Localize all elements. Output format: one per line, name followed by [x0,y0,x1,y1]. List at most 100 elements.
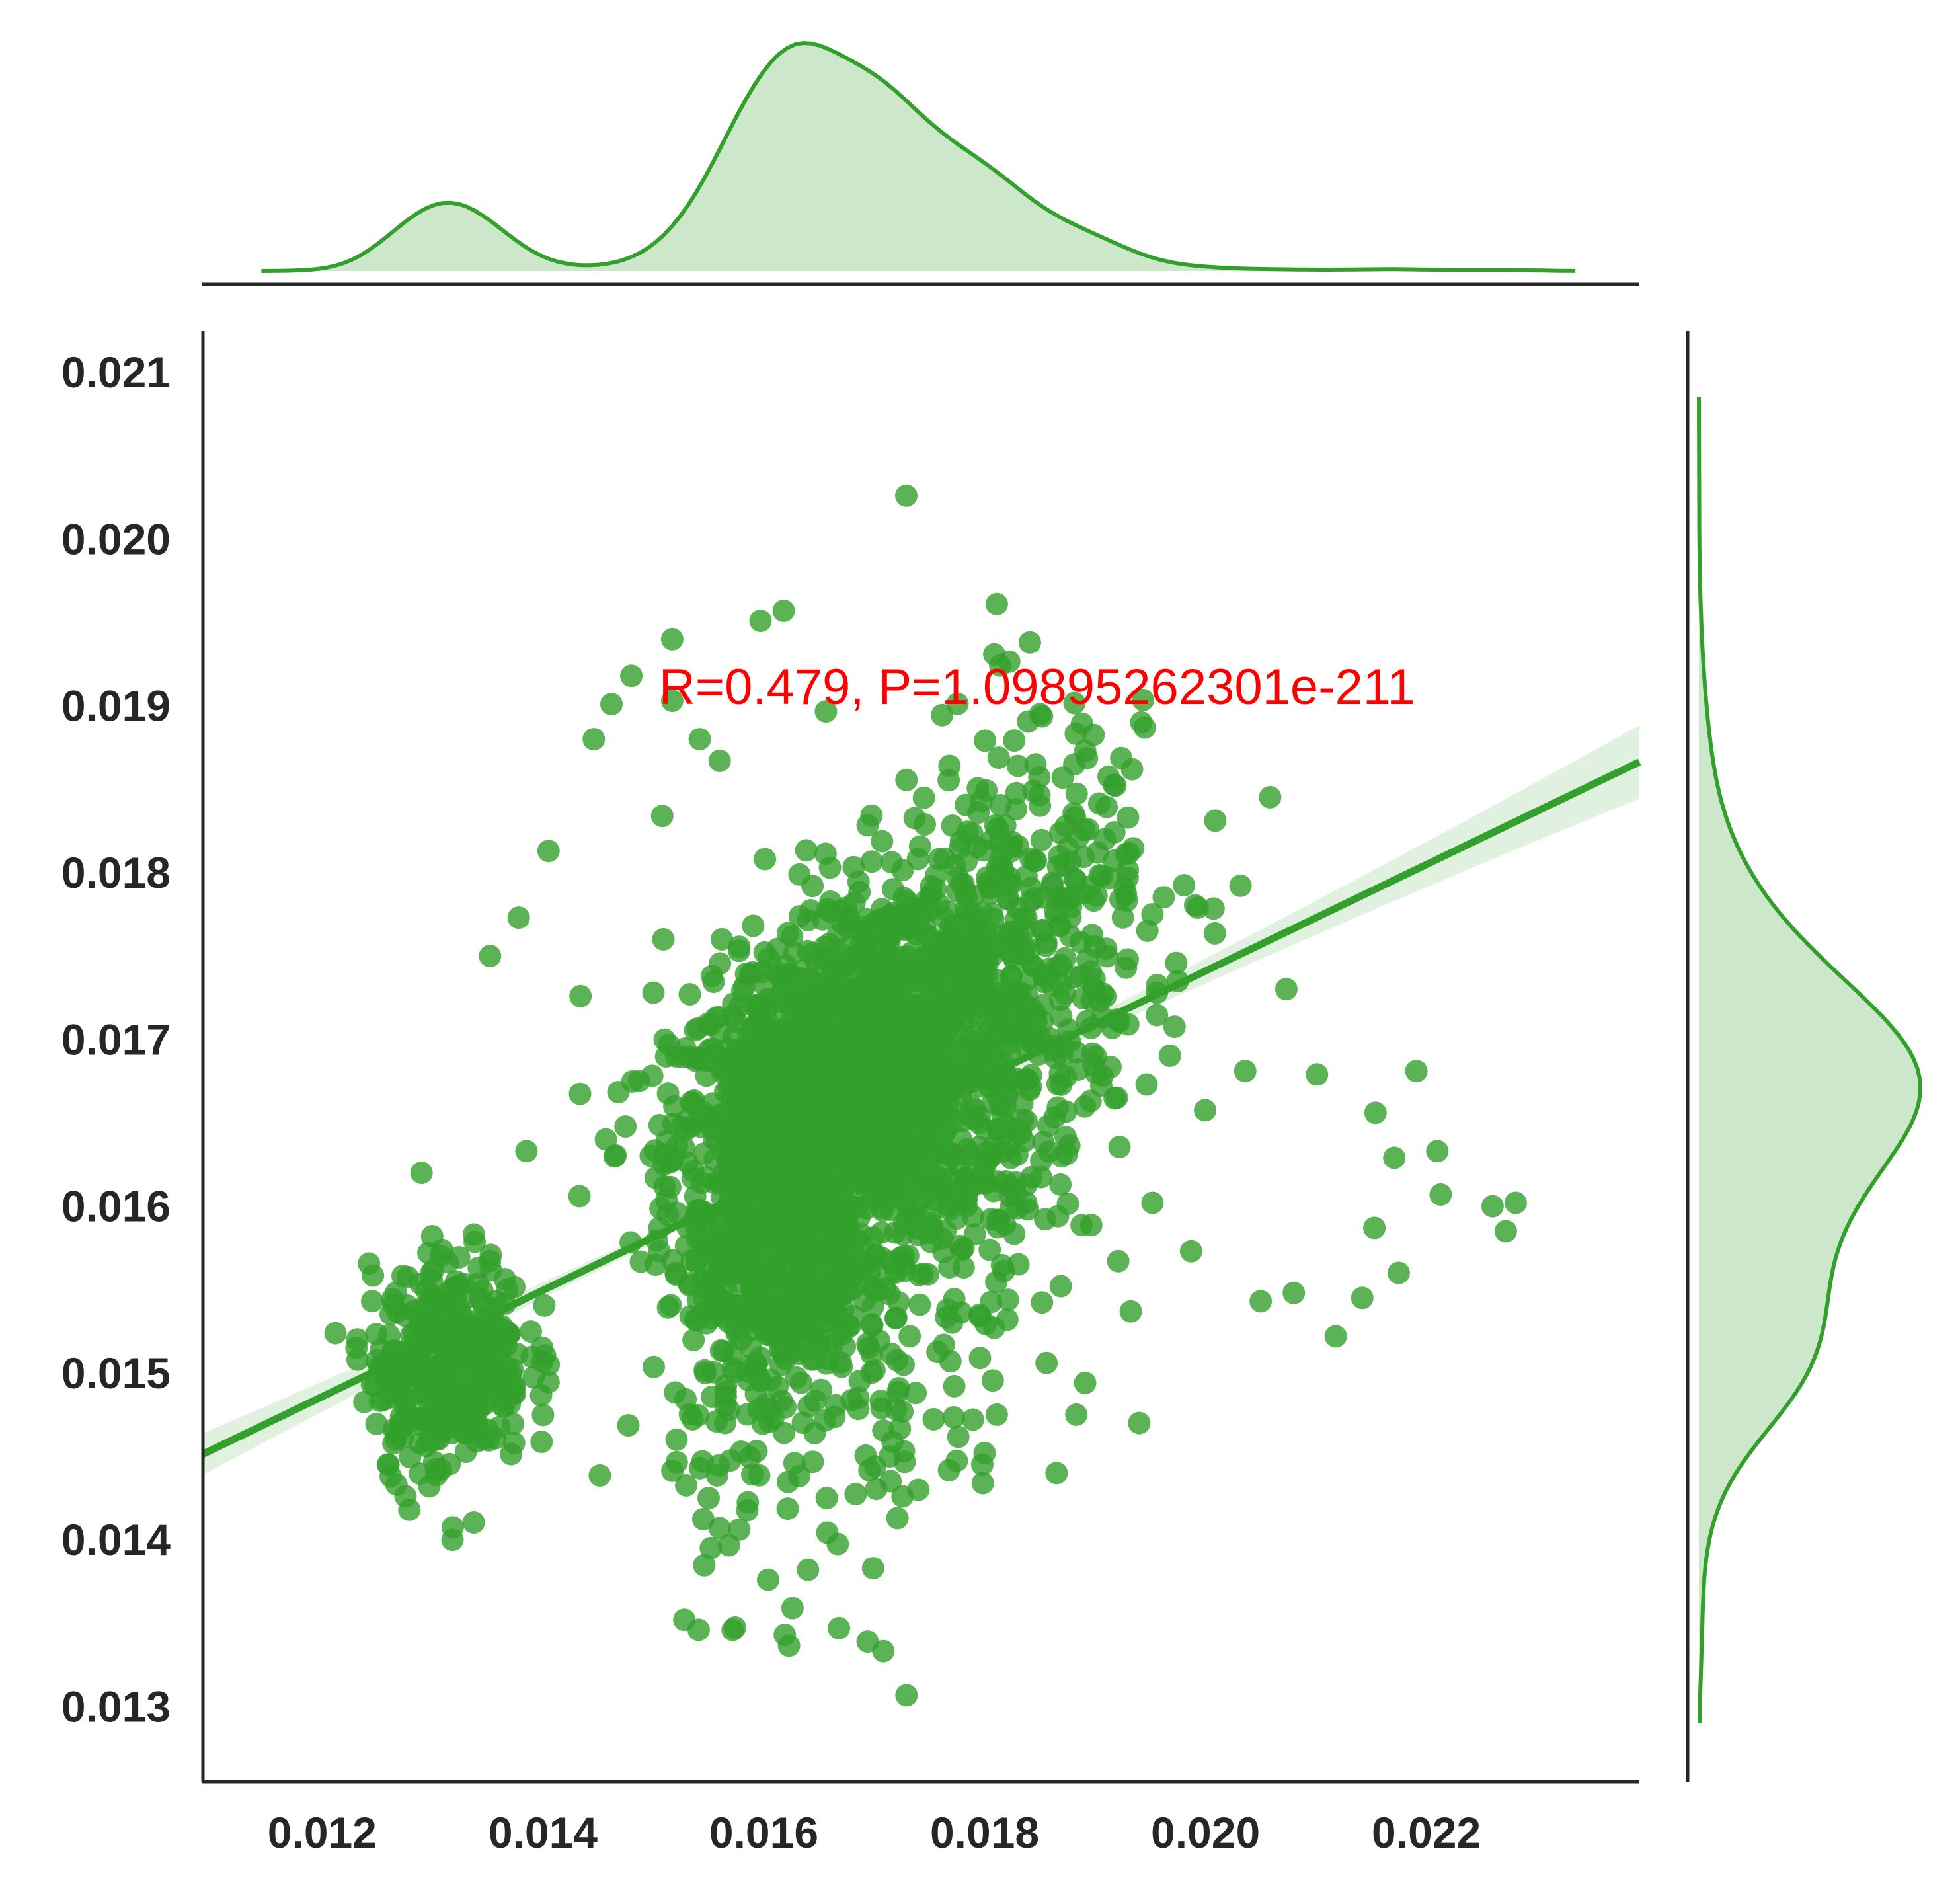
scatter-point [656,1296,680,1319]
scatter-point [660,690,684,713]
scatter-point [777,1244,800,1267]
scatter-point [691,1508,715,1530]
scatter-point [847,1398,870,1421]
scatter-point [1103,773,1125,797]
scatter-point [1060,896,1083,919]
scatter-point [345,1336,368,1359]
scatter-point [649,1197,672,1220]
scatter-point [467,1256,490,1279]
scatter-point [702,970,725,994]
scatter-point [1119,1300,1142,1323]
scatter-point [864,1245,887,1268]
scatter-point [1019,631,1041,654]
scatter-point [714,1394,737,1417]
scatter-point [848,1086,871,1109]
scatter-point [839,981,862,1004]
scatter-point [938,1198,960,1221]
scatter-point [1076,746,1099,769]
scatter-point [661,1249,684,1272]
scatter-point [738,963,762,986]
scatter-point [906,848,929,871]
scatter-point [923,1144,947,1167]
scatter-point [650,805,674,828]
scatter-point [884,1306,908,1329]
scatter-point [682,1328,705,1351]
scatter-point [773,1421,796,1444]
scatter-point [802,1337,825,1361]
scatter-point [487,1321,510,1344]
x-tick-label: 0.018 [930,1808,1039,1857]
scatter-point [600,693,623,716]
y-tick-label: 0.016 [61,1182,171,1231]
scatter-point [533,1294,556,1317]
scatter-point [927,892,950,916]
scatter-point [462,1511,485,1534]
scatter-point [999,995,1022,1018]
scatter-point [1109,888,1132,911]
scatter-point [708,749,731,772]
scatter-point [1110,746,1133,769]
scatter-point [411,1383,434,1406]
scatter-point [710,1305,732,1328]
scatter-point [937,1458,960,1481]
scatter-point [617,1414,640,1437]
scatter-point [990,855,1013,878]
scatter-point [464,1369,487,1392]
scatter-point [1141,1191,1164,1214]
scatter-point [614,1115,637,1138]
regression-confidence-band [203,725,1639,1475]
scatter-point [760,1320,782,1343]
scatter-point [1132,688,1155,711]
scatter-points [324,484,1527,1707]
scatter-point [861,1314,884,1337]
scatter-point [1259,785,1282,809]
scatter-point [1049,988,1072,1011]
scatter-point [1065,1403,1088,1426]
scatter-point [999,1196,1022,1219]
scatter-point [1105,1086,1128,1109]
scatter-point [911,1262,934,1285]
scatter-point [444,1386,467,1409]
scatter-point [1017,710,1040,733]
scatter-point [674,1234,697,1257]
scatter-point [899,967,922,990]
y-tick-label: 0.013 [61,1682,171,1731]
scatter-point [1136,919,1159,942]
scatter-point [891,1485,914,1508]
scatter-point [470,1394,493,1417]
scatter-point [1048,914,1071,937]
scatter-point [795,839,818,862]
scatter-point [381,1288,404,1311]
scatter-point [1015,1173,1038,1197]
scatter-point [994,1213,1017,1236]
scatter-point [845,1104,869,1127]
scatter-point [742,914,765,937]
scatter-point [908,1293,931,1316]
scatter-point [986,1118,1009,1141]
scatter-point [879,1342,902,1365]
scatter-point [1046,1096,1070,1119]
scatter-point [943,1288,966,1311]
scatter-point [1076,948,1099,971]
scatter-point [1429,1183,1452,1206]
scatter-point [1007,1253,1030,1276]
scatter-point [703,1050,726,1073]
scatter-point [783,941,806,965]
scatter-point [895,484,918,507]
scatter-point [653,1175,676,1198]
scatter-point [421,1409,444,1433]
scatter-point [850,946,873,969]
scatter-point [1056,1193,1079,1215]
scatter-point [362,1264,385,1287]
scatter-point [399,1446,422,1469]
scatter-point [695,1234,718,1257]
scatter-point [886,1380,910,1403]
scatter-point [663,1095,686,1118]
scatter-point [721,1343,744,1366]
scatter-point [736,1499,759,1522]
scatter-point [884,1075,907,1097]
scatter-point [790,1371,812,1394]
scatter-point [775,1029,798,1052]
scatter-point [1095,945,1118,968]
scatter-point [678,1403,701,1426]
